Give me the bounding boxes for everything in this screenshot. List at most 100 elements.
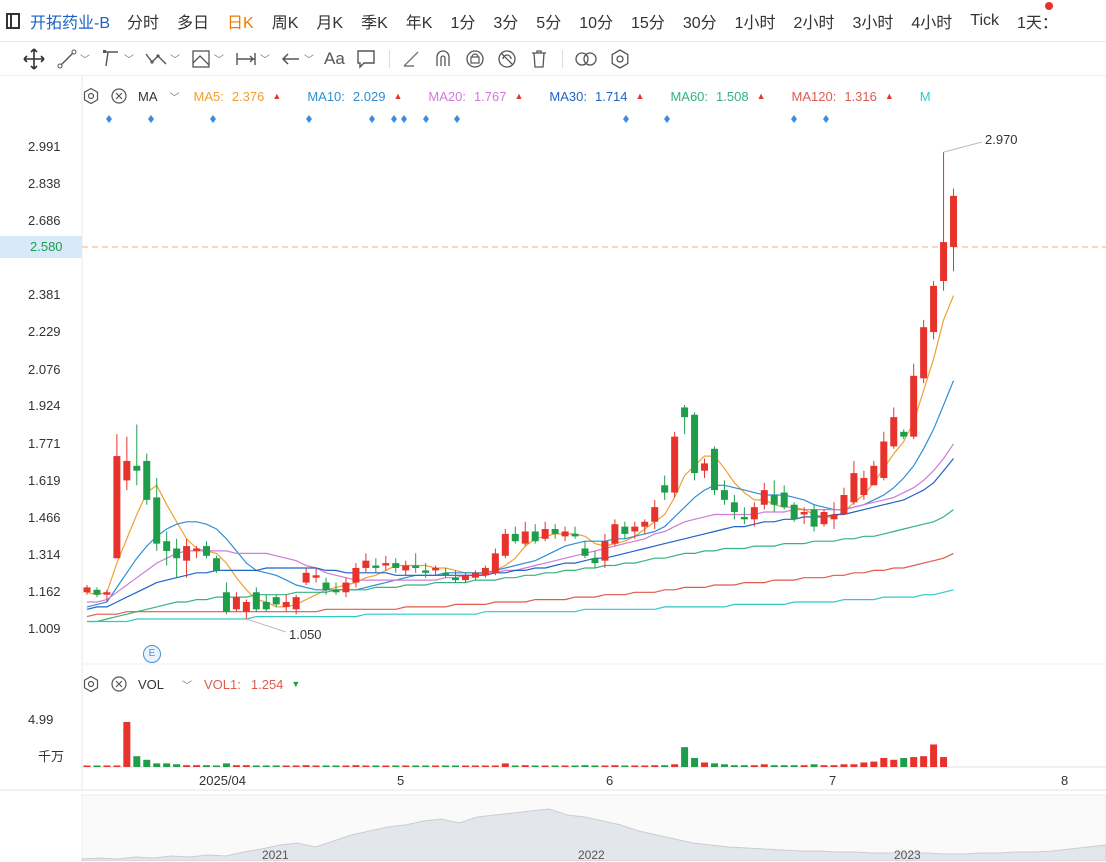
candle-body <box>312 575 320 578</box>
ma-legend-item[interactable]: MA60: 1.508 ▲ <box>670 89 765 104</box>
delete-icon[interactable] <box>528 48 550 70</box>
period-4h[interactable]: 4小时 <box>911 14 953 32</box>
period-15min[interactable]: 15分 <box>631 14 665 32</box>
volume-bar <box>810 764 818 767</box>
period-3h[interactable]: 3小时 <box>852 14 894 32</box>
candle-body <box>661 485 669 493</box>
wave-tool-icon[interactable]: ﹀ <box>144 48 180 70</box>
volume-bar <box>880 757 888 767</box>
ma-indicator-name[interactable]: MA <box>138 88 158 104</box>
price-tick: 1.009 <box>28 621 61 636</box>
period-30min[interactable]: 30分 <box>682 14 717 32</box>
candle-body <box>212 558 220 571</box>
comment-tool-icon[interactable] <box>355 48 377 70</box>
period-daily-k[interactable]: 日K <box>227 14 254 32</box>
range-tool-icon[interactable]: ﹀ <box>234 48 270 70</box>
period-5min[interactable]: 5分 <box>536 14 562 32</box>
vol-dropdown-icon[interactable]: ﹀ <box>182 680 193 692</box>
candle-body <box>103 592 111 595</box>
period-1day[interactable]: 1天： <box>1017 14 1058 32</box>
volume-bar <box>760 764 768 767</box>
ma-legend-item[interactable]: MA120: 1.316 ▲ <box>792 89 894 104</box>
volume-bar <box>890 759 898 767</box>
candle-body <box>123 460 131 481</box>
arrow-tool-icon[interactable]: ﹀ <box>280 48 314 70</box>
line-tool-icon[interactable]: ﹀ <box>56 48 90 70</box>
period-1h[interactable]: 1小时 <box>734 14 776 32</box>
event-badge[interactable]: E <box>143 645 161 663</box>
volume-bar <box>163 763 171 767</box>
volume-bar <box>710 763 718 767</box>
ma-close-icon[interactable] <box>110 87 128 105</box>
ray-tool-icon[interactable]: ﹀ <box>100 48 134 70</box>
period-1min[interactable]: 1分 <box>450 14 476 32</box>
vol-settings-icon[interactable] <box>82 675 100 693</box>
ma-legend-item[interactable]: MA10: 2.029 ▲ <box>307 89 402 104</box>
text-tool-icon[interactable]: Aa <box>324 49 345 69</box>
volume-bar <box>800 765 808 767</box>
period-multiday[interactable]: 多日 <box>177 14 210 32</box>
link-icon[interactable] <box>573 48 599 70</box>
volume-bar <box>870 761 878 767</box>
period-yearly-k[interactable]: 年K <box>405 14 433 32</box>
volume-axis-max: 4.99 <box>28 712 54 727</box>
volume-bar <box>840 764 848 767</box>
volume-bar <box>930 744 938 767</box>
hide-icon[interactable] <box>496 48 518 70</box>
magnet-icon[interactable] <box>432 48 454 70</box>
candle-body <box>362 560 370 568</box>
ma-dropdown-icon[interactable]: ﹀ <box>169 92 180 104</box>
period-intraday[interactable]: 分时 <box>127 14 160 32</box>
candle-body <box>681 407 689 418</box>
candle-body <box>461 575 469 581</box>
period-monthly-k[interactable]: 月K <box>316 14 344 32</box>
vol-indicator-name[interactable]: VOL <box>138 676 165 692</box>
settings-icon[interactable] <box>609 48 631 70</box>
price-tick: 1.466 <box>28 509 61 525</box>
volume-bar <box>571 765 579 767</box>
ma-legend-item[interactable]: MA5: 2.376 ▲ <box>194 89 282 104</box>
period-quarterly-k[interactable]: 季K <box>361 14 388 32</box>
volume-bar <box>113 765 121 767</box>
lock-icon[interactable] <box>464 48 486 70</box>
ma-legend-item[interactable]: MA20: 1.767 ▲ <box>428 89 523 104</box>
volume-bar <box>561 765 569 767</box>
trend-up-icon: ▲ <box>514 91 524 101</box>
low-annotation-label: 1.050 <box>289 627 322 642</box>
price-tick: 2.381 <box>28 287 61 303</box>
volume-bar <box>362 765 370 767</box>
candle-body <box>651 507 659 522</box>
period-3min[interactable]: 3分 <box>493 14 519 32</box>
navigator-area <box>81 808 1106 861</box>
vol-trend-down-icon: ▼ <box>291 679 301 689</box>
candle-body <box>183 546 191 561</box>
ma-legend-item[interactable]: MA30: 1.714 ▲ <box>549 89 644 104</box>
ma-legend-value: 1.767 <box>473 88 507 104</box>
volume-bar <box>153 763 161 767</box>
volume-bar <box>501 763 509 767</box>
volume-bar <box>222 763 230 767</box>
candle-body <box>611 524 619 544</box>
event-marker-icon <box>454 115 460 123</box>
move-icon[interactable] <box>22 47 46 71</box>
stock-name[interactable]: 开拓药业-B <box>30 14 111 32</box>
ma-legend: MA ﹀ MA5: 2.376 ▲ MA10: 2.029 ▲ MA20: 1.767 ▲ MA3… <box>82 86 957 106</box>
volume-bar <box>242 765 250 767</box>
volume-bar <box>691 757 699 767</box>
ma-legend-item[interactable]: M <box>920 89 931 104</box>
candle-body <box>342 582 350 593</box>
price-tick: 2.991 <box>28 139 61 154</box>
period-weekly-k[interactable]: 周K <box>271 14 299 32</box>
eraser-icon[interactable] <box>400 48 422 70</box>
vol-close-icon[interactable] <box>110 675 128 693</box>
panel-toggle-icon[interactable] <box>6 12 20 29</box>
price-tick: 2.076 <box>28 361 61 377</box>
price-tick: 1.924 <box>28 398 61 414</box>
period-2h[interactable]: 2小时 <box>793 14 835 32</box>
volume-bar <box>272 765 280 767</box>
period-10min[interactable]: 10分 <box>579 14 614 32</box>
measure-tool-icon[interactable]: ﹀ <box>190 48 224 70</box>
ma-settings-icon[interactable] <box>82 87 100 105</box>
period-tick[interactable]: Tick <box>970 11 999 29</box>
